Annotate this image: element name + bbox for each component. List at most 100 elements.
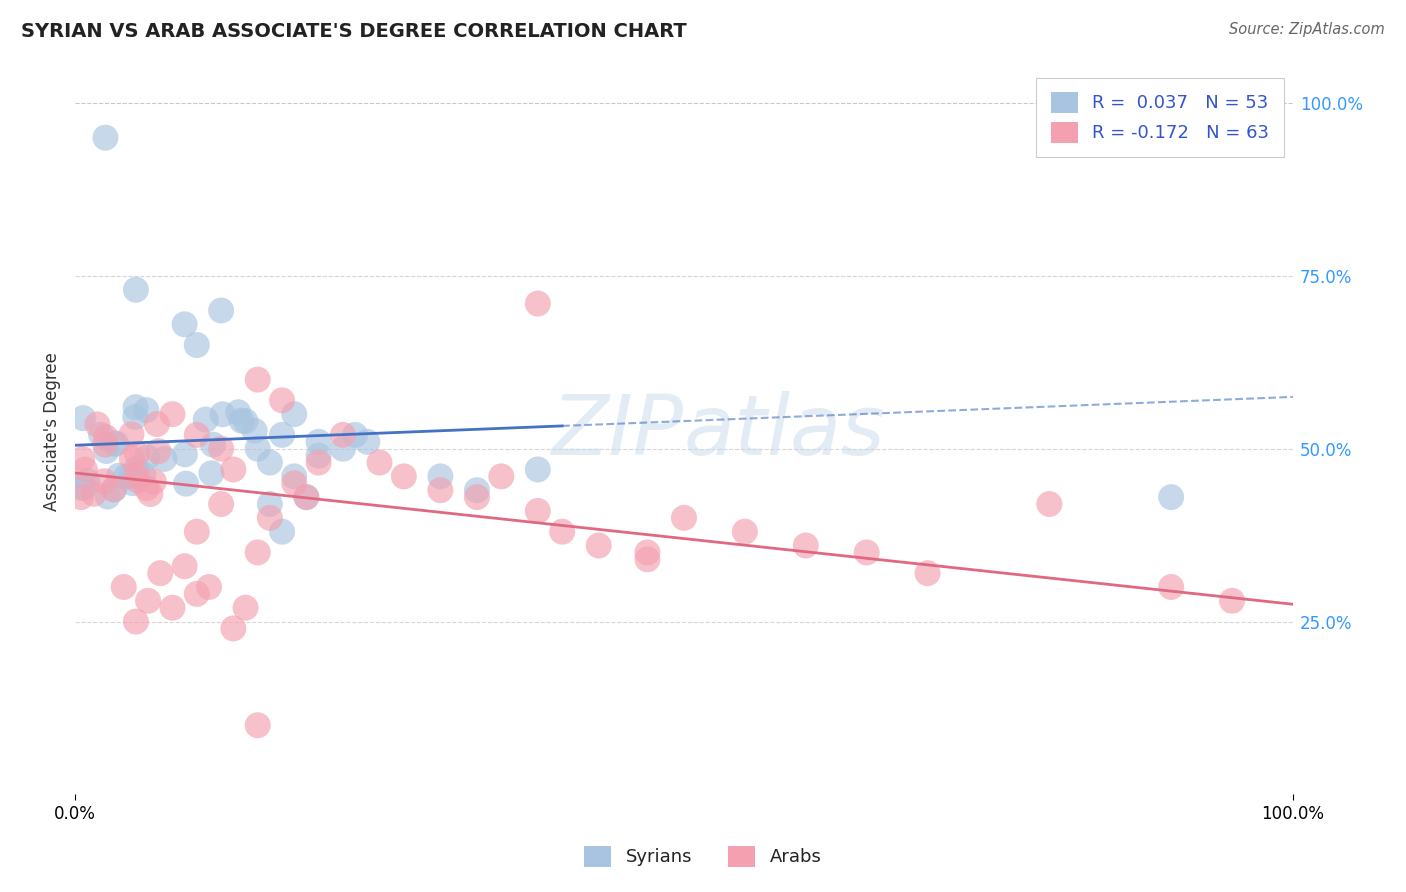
Point [551,524,574,539]
Point [246,718,269,732]
Point [125,468,148,483]
Point [72,411,94,425]
Point [259,456,281,470]
Point [243,424,266,438]
Point [235,600,257,615]
Legend: R =  0.037   N = 53, R = -0.172   N = 63: R = 0.037 N = 53, R = -0.172 N = 63 [1036,78,1284,157]
Point [86,417,108,432]
Point [368,456,391,470]
Point [115,469,138,483]
Point [332,442,354,456]
Point [231,414,253,428]
Point [672,511,695,525]
Point [246,545,269,559]
Point [173,318,195,332]
Text: ZIP: ZIP [553,391,683,472]
Point [125,615,148,629]
Text: atlas: atlas [683,391,886,472]
Point [186,428,208,442]
Point [112,580,135,594]
Point [148,444,170,458]
Point [235,414,257,428]
Point [344,428,367,442]
Point [527,504,550,518]
Point [271,393,294,408]
Point [90,427,112,442]
Point [105,436,128,450]
Point [1220,594,1243,608]
Y-axis label: Associate's Degree: Associate's Degree [44,352,60,511]
Point [491,469,513,483]
Point [734,524,756,539]
Point [135,481,157,495]
Point [121,427,143,442]
Point [271,428,294,442]
Point [73,463,96,477]
Point [103,436,125,450]
Point [146,417,169,431]
Point [429,483,451,498]
Point [103,483,125,497]
Point [1038,497,1060,511]
Point [136,450,159,465]
Point [588,539,610,553]
Point [917,566,939,581]
Point [259,511,281,525]
Point [202,437,225,451]
Point [308,434,330,449]
Point [209,442,232,456]
Point [226,405,249,419]
Point [73,481,96,495]
Point [162,407,184,421]
Point [465,490,488,504]
Point [283,476,305,491]
Point [246,442,269,456]
Point [271,524,294,539]
Point [636,545,658,559]
Point [108,468,131,483]
Point [186,338,208,352]
Point [76,474,98,488]
Point [124,401,146,415]
Point [356,434,378,449]
Point [308,456,330,470]
Point [295,490,318,504]
Point [429,469,451,483]
Point [211,407,233,421]
Point [121,476,143,491]
Point [93,475,115,489]
Point [392,469,415,483]
Point [209,497,232,511]
Point [283,407,305,421]
Point [636,552,658,566]
Point [198,580,221,594]
Point [96,444,118,458]
Point [72,452,94,467]
Point [222,462,245,476]
Legend: Syrians, Arabs: Syrians, Arabs [576,838,830,874]
Text: SYRIAN VS ARAB ASSOCIATE'S DEGREE CORRELATION CHART: SYRIAN VS ARAB ASSOCIATE'S DEGREE CORREL… [21,22,688,41]
Point [94,430,117,444]
Text: Source: ZipAtlas.com: Source: ZipAtlas.com [1229,22,1385,37]
Point [1160,490,1182,504]
Point [135,403,157,417]
Point [308,449,330,463]
Point [222,622,245,636]
Point [855,545,877,559]
Point [70,481,93,495]
Point [121,451,143,466]
Point [127,474,149,488]
Point [527,462,550,476]
Point [173,447,195,461]
Point [186,587,208,601]
Point [132,467,155,482]
Point [70,490,93,504]
Point [162,600,184,615]
Point [295,490,318,504]
Point [794,539,817,553]
Point [153,451,176,466]
Point [97,490,120,504]
Point [174,476,197,491]
Point [527,296,550,310]
Point [283,469,305,483]
